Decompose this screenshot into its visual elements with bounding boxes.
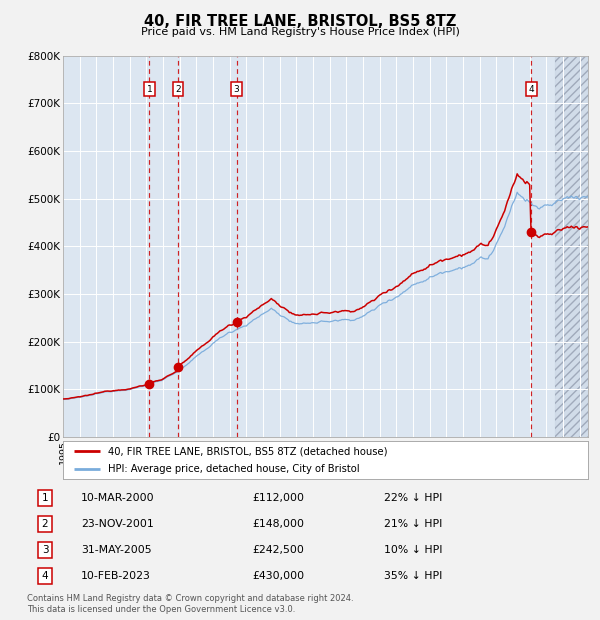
- Text: 3: 3: [233, 85, 239, 94]
- Text: 1: 1: [146, 85, 152, 94]
- Text: 10-FEB-2023: 10-FEB-2023: [81, 571, 151, 581]
- Text: 31-MAY-2005: 31-MAY-2005: [81, 545, 152, 555]
- Text: £112,000: £112,000: [252, 493, 304, 503]
- Text: 2: 2: [41, 519, 49, 529]
- Text: 23-NOV-2001: 23-NOV-2001: [81, 519, 154, 529]
- Text: 40, FIR TREE LANE, BRISTOL, BS5 8TZ: 40, FIR TREE LANE, BRISTOL, BS5 8TZ: [144, 14, 456, 29]
- Text: 40, FIR TREE LANE, BRISTOL, BS5 8TZ (detached house): 40, FIR TREE LANE, BRISTOL, BS5 8TZ (det…: [107, 446, 387, 456]
- Text: 21% ↓ HPI: 21% ↓ HPI: [384, 519, 442, 529]
- Text: Price paid vs. HM Land Registry's House Price Index (HPI): Price paid vs. HM Land Registry's House …: [140, 27, 460, 37]
- Text: £148,000: £148,000: [252, 519, 304, 529]
- Text: Contains HM Land Registry data © Crown copyright and database right 2024.
This d: Contains HM Land Registry data © Crown c…: [27, 595, 353, 614]
- Text: 3: 3: [41, 545, 49, 555]
- Text: 4: 4: [41, 571, 49, 581]
- Text: 10% ↓ HPI: 10% ↓ HPI: [384, 545, 443, 555]
- Text: 1: 1: [41, 493, 49, 503]
- Text: 22% ↓ HPI: 22% ↓ HPI: [384, 493, 442, 503]
- Text: £430,000: £430,000: [252, 571, 304, 581]
- Bar: [554, 56, 588, 437]
- Text: £242,500: £242,500: [252, 545, 304, 555]
- Text: 4: 4: [529, 85, 535, 94]
- Text: HPI: Average price, detached house, City of Bristol: HPI: Average price, detached house, City…: [107, 464, 359, 474]
- Text: 10-MAR-2000: 10-MAR-2000: [81, 493, 155, 503]
- Bar: [554, 56, 588, 437]
- Text: 35% ↓ HPI: 35% ↓ HPI: [384, 571, 442, 581]
- Text: 2: 2: [175, 85, 181, 94]
